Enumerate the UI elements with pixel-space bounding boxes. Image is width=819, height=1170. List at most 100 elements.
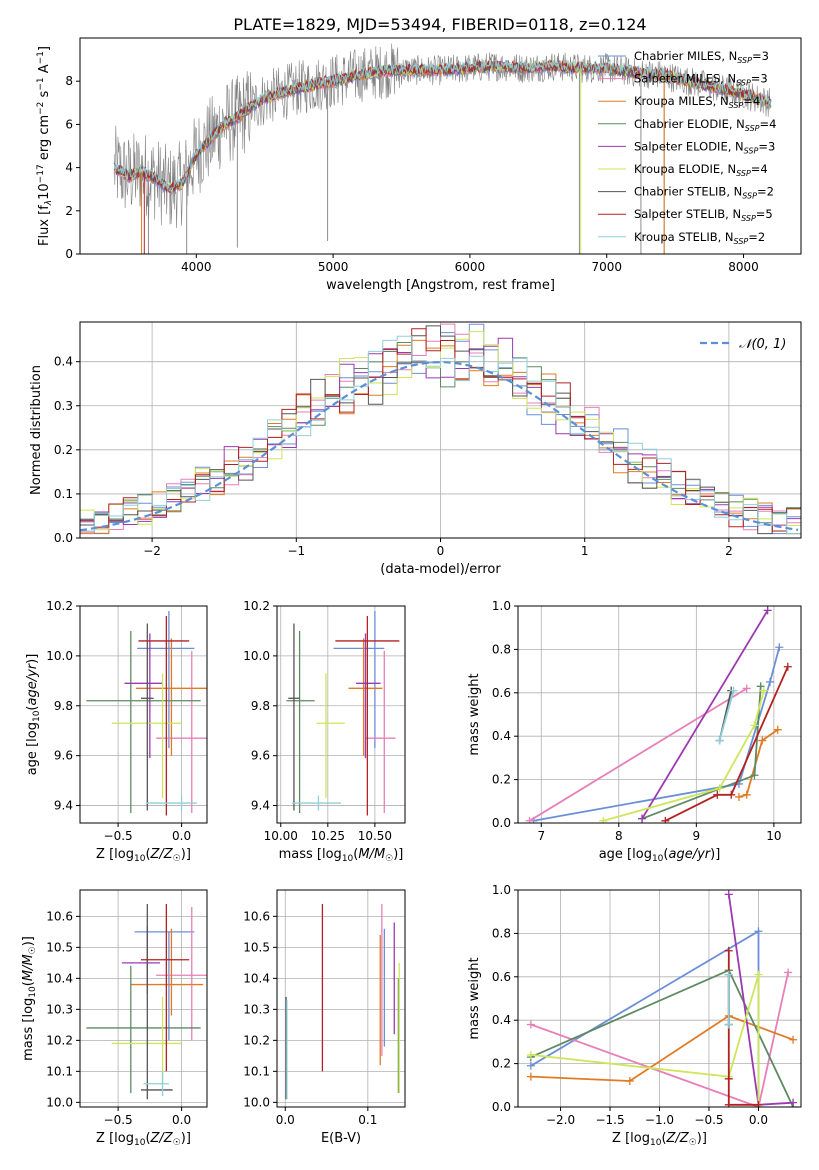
weight-marker <box>742 684 751 693</box>
tick-label-x: −1.0 <box>645 1113 674 1127</box>
weight-series <box>724 970 733 1029</box>
errorbar-point <box>156 907 207 1041</box>
tick-label-x: 6000 <box>455 260 486 274</box>
errorbar-point <box>140 903 190 1072</box>
errorbar-point <box>316 673 345 799</box>
axes-mass-vs-EBV: 0.0 0.1 10.0 10.1 10.2 10.3 10.4 10.5 10.6 E(B-V) <box>243 889 406 1146</box>
tick-label-y: 10.0 <box>243 649 270 663</box>
errorbar-point <box>138 615 190 816</box>
errorbar-point <box>335 615 400 816</box>
weight-marker <box>729 686 738 695</box>
tick-label-x: 0.0 <box>172 1113 191 1127</box>
weight-line <box>641 609 769 820</box>
errorbar-point <box>288 623 300 811</box>
weight-marker <box>724 1020 733 1029</box>
legend-entry: Salpeter MILES, NSSP=3 <box>634 72 768 88</box>
tick-label-y: 10.3 <box>46 1002 73 1016</box>
axis-label-y: age [log10(age/yr)] <box>25 654 42 776</box>
legend-entry: Chabrier MILES, NSSP=3 <box>634 49 769 65</box>
weight-marker <box>715 736 724 745</box>
axis-label-x: Z [log10(Z/Z☉)] <box>612 1131 707 1148</box>
tick-label-y: 0.8 <box>492 642 511 656</box>
axes-spectrum: 4000 5000 6000 7000 8000 0 2 4 6 8 wavelength [Ang… <box>36 37 802 293</box>
axis-label-y: Normed distribution <box>29 365 44 495</box>
weight-marker <box>742 790 751 799</box>
tick-label-x: 9 <box>693 829 701 843</box>
axis-label-x: Z [log10(Z/Z☉)] <box>96 1131 191 1148</box>
axis-label-y: mass weight <box>467 673 482 755</box>
tick-label-y: 1.0 <box>492 599 511 613</box>
tick-label-y: 0.0 <box>54 531 73 545</box>
tick-label-x: −2.0 <box>546 1113 575 1127</box>
tick-label-x: −1 <box>287 544 305 558</box>
weight-line <box>530 1014 794 1082</box>
plot-area <box>286 610 400 816</box>
tick-label-y: 0.0 <box>492 1100 511 1114</box>
tick-label-x: −0.5 <box>694 1113 723 1127</box>
tick-label-y: 10.2 <box>46 1033 73 1047</box>
tick-label-y: 0.6 <box>492 686 511 700</box>
tick-label-x: 1 <box>581 544 589 558</box>
errorbar-point <box>156 650 207 814</box>
errorbar-point <box>292 795 341 811</box>
axes-frame <box>276 889 406 1108</box>
weight-marker <box>525 816 534 823</box>
tick-label-y: 10.0 <box>46 1095 73 1109</box>
tick-label-y: 10.1 <box>46 1064 73 1078</box>
weight-marker <box>724 970 733 979</box>
axis-label-y: mass weight <box>467 957 482 1039</box>
axes-frame <box>276 605 406 824</box>
tick-label-y: 0.4 <box>492 1013 511 1027</box>
tick-label-y: 9.8 <box>251 699 270 713</box>
tick-label-y: 10.0 <box>243 1095 270 1109</box>
weight-marker <box>789 1098 798 1107</box>
weight-marker <box>754 970 763 979</box>
tick-label-y: 10.5 <box>46 940 73 954</box>
weight-line <box>727 894 794 1106</box>
weight-marker <box>789 1035 798 1044</box>
errorbar-point <box>146 795 197 811</box>
errorbar-point <box>356 633 381 759</box>
weight-series <box>526 970 763 1107</box>
tick-label-x: 0.1 <box>358 1113 377 1127</box>
weight-marker <box>758 736 767 745</box>
tick-label-x: −0.5 <box>104 829 133 843</box>
weight-marker <box>638 814 647 823</box>
tick-label-y: 10.0 <box>46 649 73 663</box>
weight-series <box>526 927 763 1107</box>
tick-label-y: 0.6 <box>492 970 511 984</box>
weight-marker <box>724 1100 733 1107</box>
tick-label-x: −0.5 <box>104 1113 133 1127</box>
plot-area <box>80 323 801 538</box>
axis-label-y: Flux [fλ10−17 erg cm−2 s−1 A−1] <box>36 46 54 246</box>
axis-label-y: mass [log10(M/M☉)] <box>21 936 38 1061</box>
tick-label-y: 0.2 <box>492 773 511 787</box>
weight-series <box>526 1011 798 1085</box>
errorbar-point <box>286 630 315 814</box>
tick-label-x: 7 <box>537 829 545 843</box>
weight-marker <box>724 1074 733 1083</box>
weight-marker <box>734 792 743 801</box>
plot-area <box>525 606 792 823</box>
tick-label-y: 8 <box>65 74 73 88</box>
weight-marker <box>750 771 759 780</box>
weight-marker <box>765 677 774 686</box>
errorbar-point <box>333 610 385 749</box>
axis-label-x: E(B-V) <box>321 1131 361 1146</box>
axis-label-x: mass [log10(M/M☉)] <box>279 847 404 864</box>
legend-entry: Kroupa ELODIE, NSSP=4 <box>634 162 768 178</box>
weight-marker <box>773 725 782 734</box>
tick-label-y: 9.4 <box>54 799 73 813</box>
errorbar-point <box>140 903 173 1100</box>
weight-series <box>599 686 768 823</box>
tick-label-y: 10.2 <box>243 1033 270 1047</box>
weight-marker <box>784 968 793 977</box>
plot-area <box>526 890 798 1107</box>
axes-residual-histogram: −2 −1 0 1 2 0.0 0.1 0.2 0.3 0.4 (data-model)/error… <box>29 321 802 577</box>
axes-age-vs-Z: −0.5 0.0 9.4 9.6 9.8 10.0 10.2 Z [log10(Z/Z☉)] a… <box>25 599 208 864</box>
legend-entry: Chabrier STELIB, NSSP=2 <box>634 185 774 201</box>
tick-label-y: 6 <box>65 117 73 131</box>
tick-label-x: 2 <box>725 544 733 558</box>
plot-area <box>113 43 772 254</box>
